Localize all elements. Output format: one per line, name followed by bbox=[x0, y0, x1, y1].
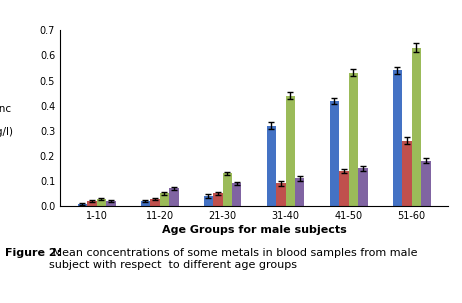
Bar bbox=[421, 161, 431, 206]
Bar bbox=[223, 173, 232, 206]
Bar bbox=[141, 201, 150, 206]
Text: (Mg/l): (Mg/l) bbox=[0, 127, 13, 137]
Bar bbox=[358, 168, 367, 206]
Bar bbox=[97, 198, 106, 206]
Bar bbox=[286, 95, 295, 206]
Bar bbox=[87, 201, 97, 206]
Bar bbox=[393, 71, 402, 206]
Bar bbox=[339, 171, 349, 206]
Bar bbox=[349, 73, 358, 206]
Bar bbox=[295, 178, 304, 206]
Bar bbox=[267, 126, 276, 206]
Bar bbox=[106, 201, 116, 206]
Text: Conc: Conc bbox=[0, 104, 11, 115]
Legend: As, Pb, Ni, Cd: As, Pb, Ni, Cd bbox=[174, 0, 334, 6]
Bar bbox=[412, 48, 421, 206]
Bar bbox=[159, 194, 169, 206]
Bar bbox=[232, 183, 242, 206]
Bar bbox=[204, 196, 213, 206]
Bar bbox=[169, 188, 178, 206]
Text: Figure 2:: Figure 2: bbox=[5, 248, 61, 258]
Bar bbox=[150, 198, 159, 206]
Bar bbox=[402, 141, 412, 206]
X-axis label: Age Groups for male subjects: Age Groups for male subjects bbox=[162, 225, 346, 235]
Bar bbox=[276, 183, 286, 206]
Bar bbox=[213, 194, 223, 206]
Bar bbox=[78, 204, 87, 206]
Bar bbox=[330, 101, 339, 206]
Text: Mean concentrations of some metals in blood samples from male
subject with respe: Mean concentrations of some metals in bl… bbox=[49, 248, 417, 270]
